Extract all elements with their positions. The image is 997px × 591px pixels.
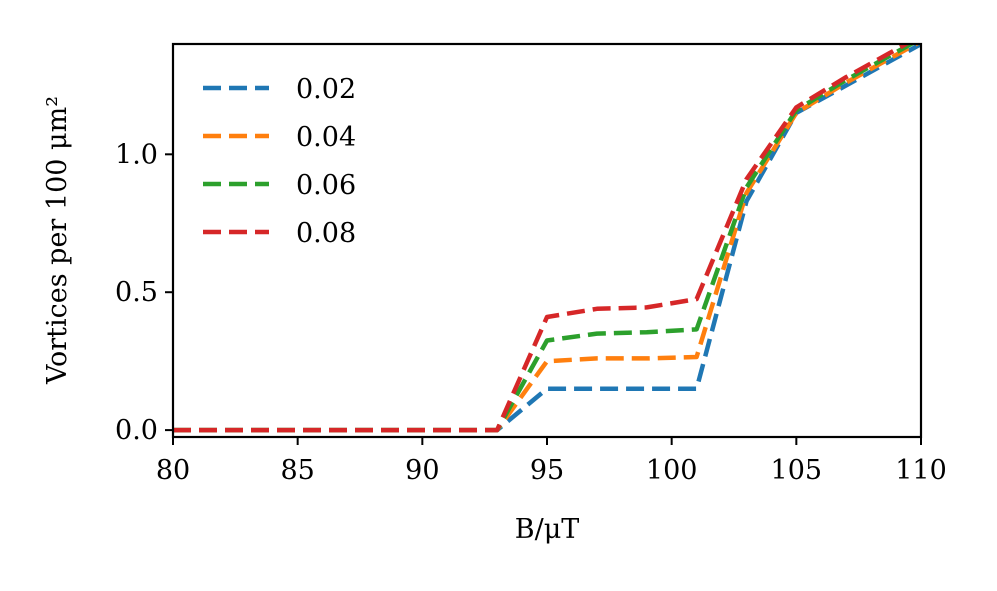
x-tick-label: 100 [646, 455, 698, 486]
y-axis-label: Vortices per 100 μm² [42, 96, 73, 385]
x-tick-label: 80 [156, 455, 190, 486]
x-tick-label: 110 [895, 455, 947, 486]
legend-label: 0.04 [296, 122, 356, 153]
x-tick-label: 85 [280, 455, 314, 486]
y-tick-label: 0.5 [115, 277, 158, 308]
x-tick-label: 105 [771, 455, 823, 486]
y-tick-label: 0.0 [115, 415, 158, 446]
y-axis-ticks: 0.0 0.5 1.0 [115, 139, 173, 446]
series-layer [173, 44, 921, 433]
x-tick-label: 95 [530, 455, 564, 486]
series-line-3 [173, 44, 911, 433]
x-axis-ticks: 80 85 90 95 100 105 110 [156, 437, 947, 486]
y-tick-label: 1.0 [115, 139, 158, 170]
series-line-2 [173, 44, 916, 433]
legend-label: 0.06 [296, 170, 356, 201]
x-tick-label: 90 [405, 455, 439, 486]
series-line-1 [173, 44, 921, 433]
legend-label: 0.08 [296, 218, 356, 249]
x-axis-label: B/μT [515, 514, 580, 545]
legend: 0.02 0.04 0.06 0.08 [203, 74, 356, 249]
legend-label: 0.02 [296, 74, 356, 105]
